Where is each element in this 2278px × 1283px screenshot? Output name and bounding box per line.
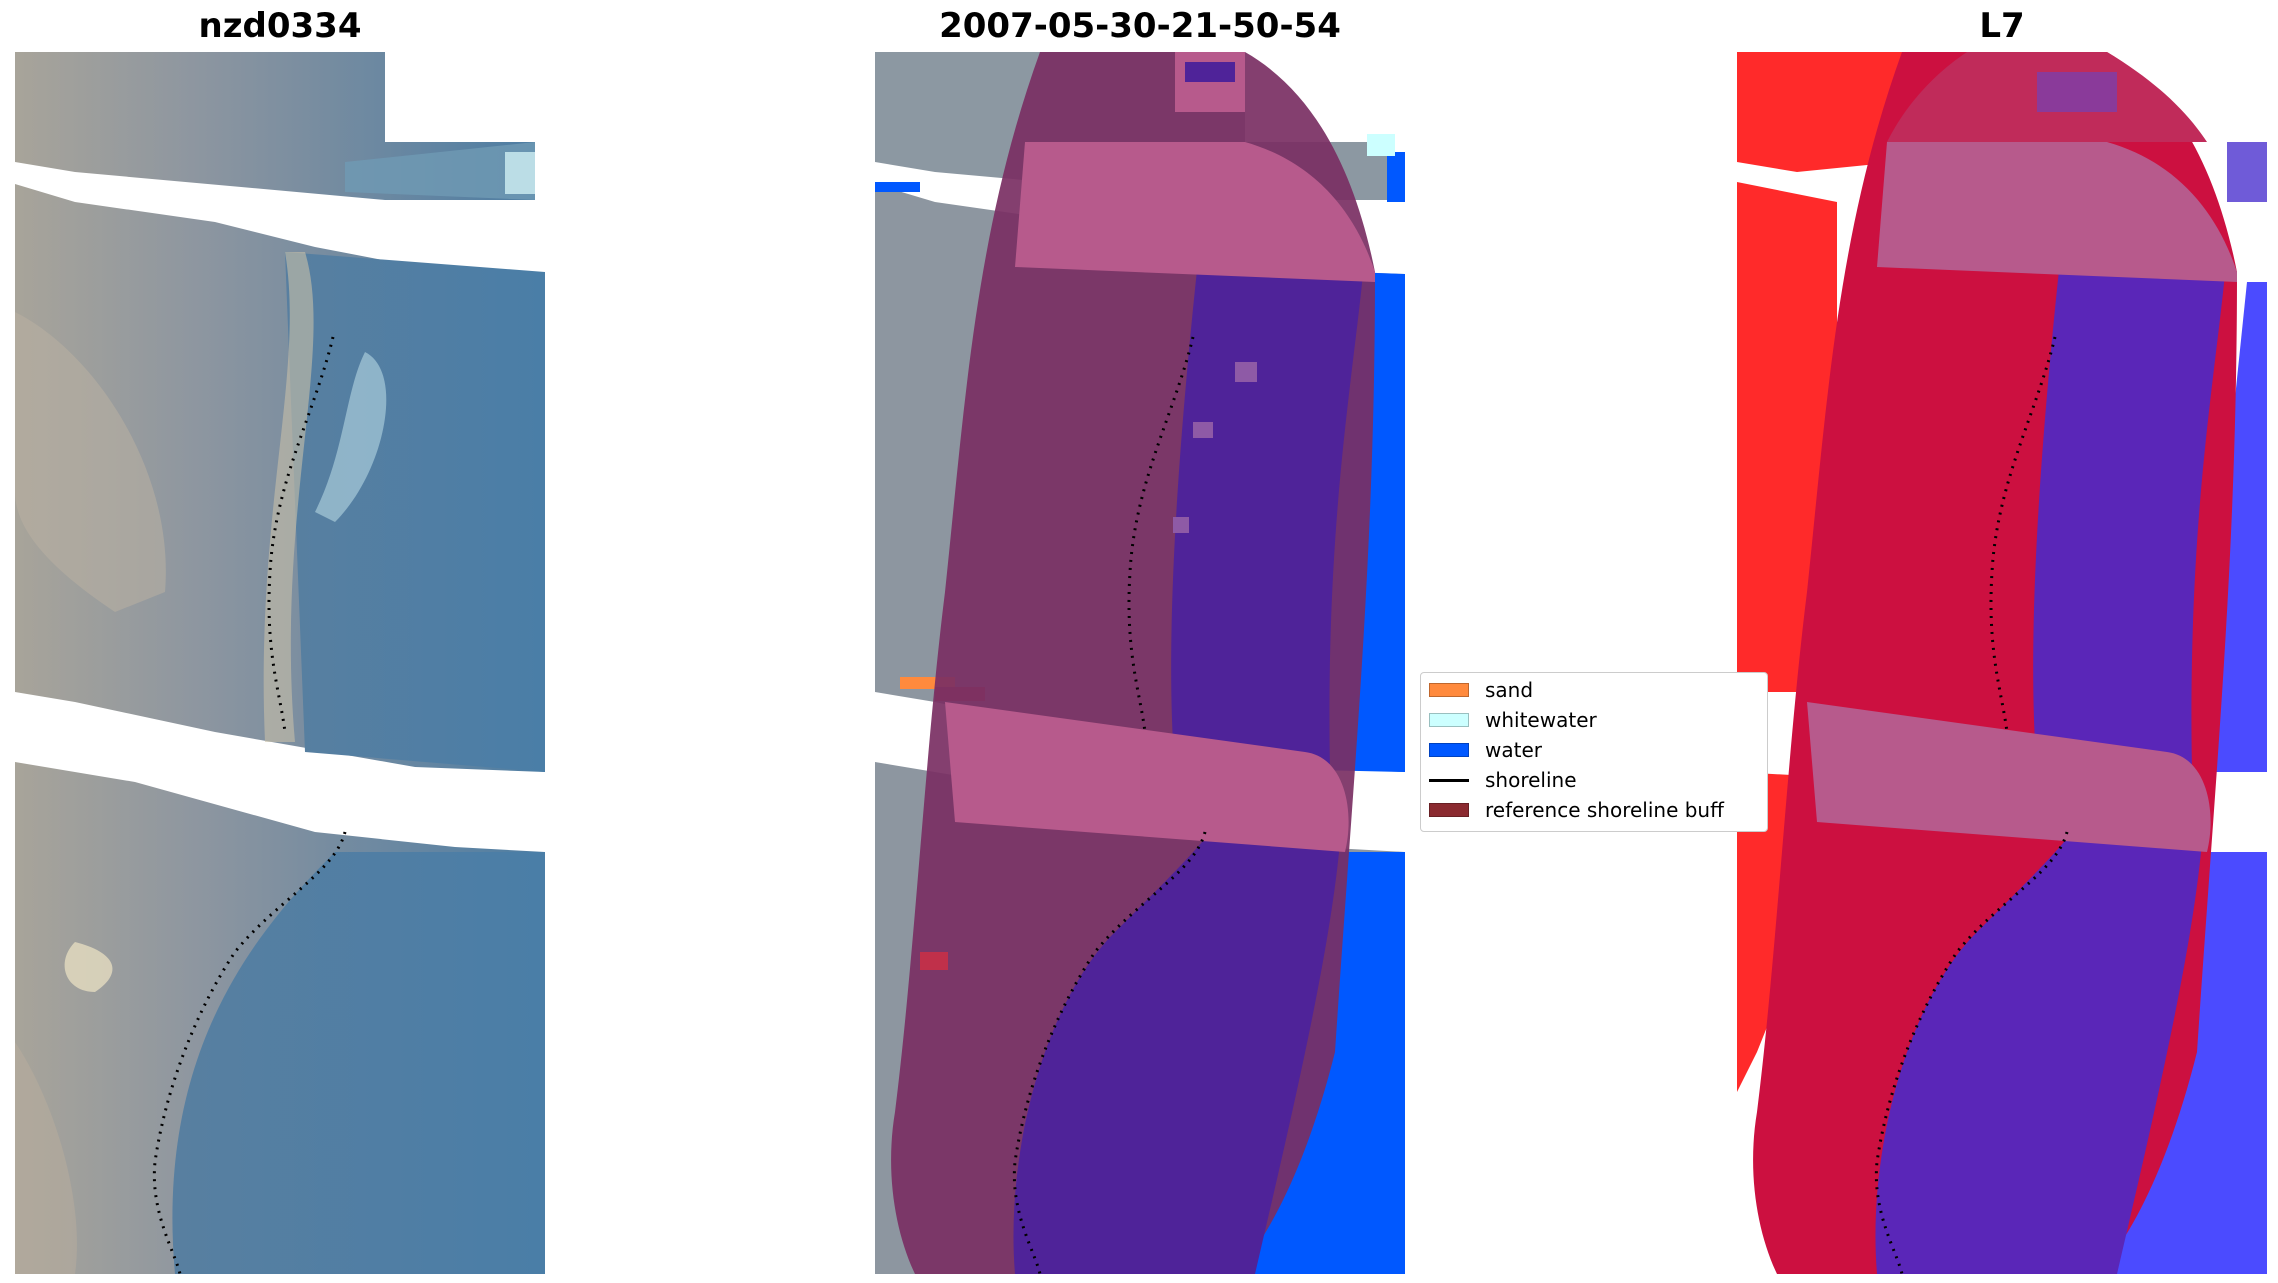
legend-label: whitewater [1485, 708, 1597, 732]
legend-label: shoreline [1485, 768, 1577, 792]
water-swatch [1429, 743, 1469, 757]
classification-overlay-panel [875, 52, 1405, 1274]
classification-overlay [875, 52, 1405, 1274]
legend-item-shoreline: shoreline [1429, 767, 1577, 793]
legend-item-whitewater: whitewater [1429, 707, 1597, 733]
shoreline-line-swatch [1429, 778, 1469, 782]
rgb-image-panel [15, 52, 545, 1274]
legend-label: water [1485, 738, 1542, 762]
panel-title-rgb: nzd0334 [198, 6, 362, 46]
legend-label: reference shoreline buff [1485, 798, 1724, 822]
legend-item-sand: sand [1429, 677, 1533, 703]
legend-item-reference-buffer: reference shoreline buff [1429, 797, 1724, 823]
whitewater-swatch [1429, 713, 1469, 727]
l7-classification [1737, 52, 2267, 1274]
reference-buffer-swatch [1429, 803, 1469, 817]
panel-title-satellite: L7 [1979, 6, 2025, 46]
legend-item-water: water [1429, 737, 1542, 763]
rgb-image [15, 52, 545, 1274]
sand-swatch [1429, 683, 1469, 697]
panel-title-date: 2007-05-30-21-50-54 [939, 6, 1341, 46]
legend: sand whitewater water shoreline referenc… [1420, 672, 1768, 832]
l7-classification-panel [1737, 52, 2267, 1274]
legend-label: sand [1485, 678, 1534, 702]
